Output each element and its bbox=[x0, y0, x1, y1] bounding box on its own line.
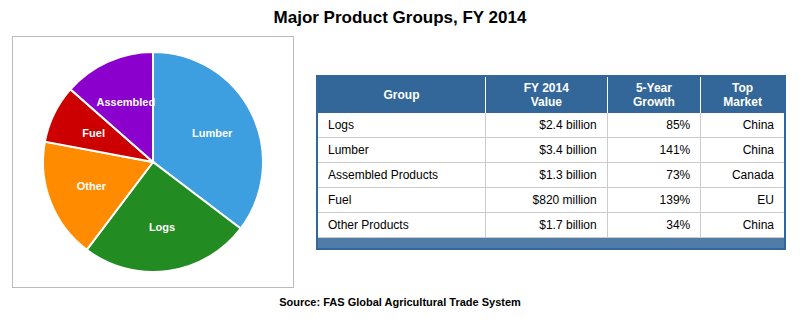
html-text:China: China bbox=[742, 142, 774, 157]
html-text:Logs: Logs bbox=[328, 117, 354, 132]
html-text:China: China bbox=[742, 117, 774, 132]
html-text:Canada: Canada bbox=[732, 167, 774, 182]
svg-text:Lumber: Lumber bbox=[192, 127, 233, 139]
html-text:China: China bbox=[742, 217, 774, 232]
html-text:$3.4 billion: $3.4 billion bbox=[539, 142, 597, 157]
html-text:5-Year Growth: 5-Year Growth bbox=[632, 80, 675, 109]
html-text:85%: 85% bbox=[666, 117, 691, 132]
html-text:Group: Group bbox=[383, 87, 420, 102]
svg-text:Fuel: Fuel bbox=[82, 127, 105, 139]
html-text:34%: 34% bbox=[666, 217, 691, 232]
html-text:Major Product Groups, FY 2014: Major Product Groups, FY 2014 bbox=[273, 8, 527, 27]
html-text:Other Products: Other Products bbox=[328, 217, 409, 232]
html-text:$820 million: $820 million bbox=[532, 192, 597, 207]
html-text:141%: 141% bbox=[659, 142, 691, 157]
html-text:73%: 73% bbox=[666, 167, 691, 182]
html-text:$2.4 billion: $2.4 billion bbox=[539, 117, 597, 132]
html-text:$1.3 billion: $1.3 billion bbox=[539, 167, 597, 182]
html-text:Top Market: Top Market bbox=[723, 80, 762, 109]
svg-text:Other: Other bbox=[77, 180, 107, 192]
html-text:Lumber: Lumber bbox=[328, 142, 369, 157]
html-text:Fuel: Fuel bbox=[328, 192, 352, 207]
html-text:139%: 139% bbox=[659, 192, 691, 207]
html-text:EU: EU bbox=[757, 192, 774, 207]
html-text:$1.7 billion: $1.7 billion bbox=[539, 217, 597, 232]
html-text:Assembled Products: Assembled Products bbox=[328, 167, 439, 182]
svg-text:Assembled: Assembled bbox=[96, 96, 155, 108]
html-text:FY 2014 Value: FY 2014 Value bbox=[523, 80, 569, 109]
html-text:Source: FAS Global Agricultura: Source: FAS Global Agricultural Trade Sy… bbox=[279, 296, 521, 308]
svg-text:Logs: Logs bbox=[149, 221, 175, 233]
